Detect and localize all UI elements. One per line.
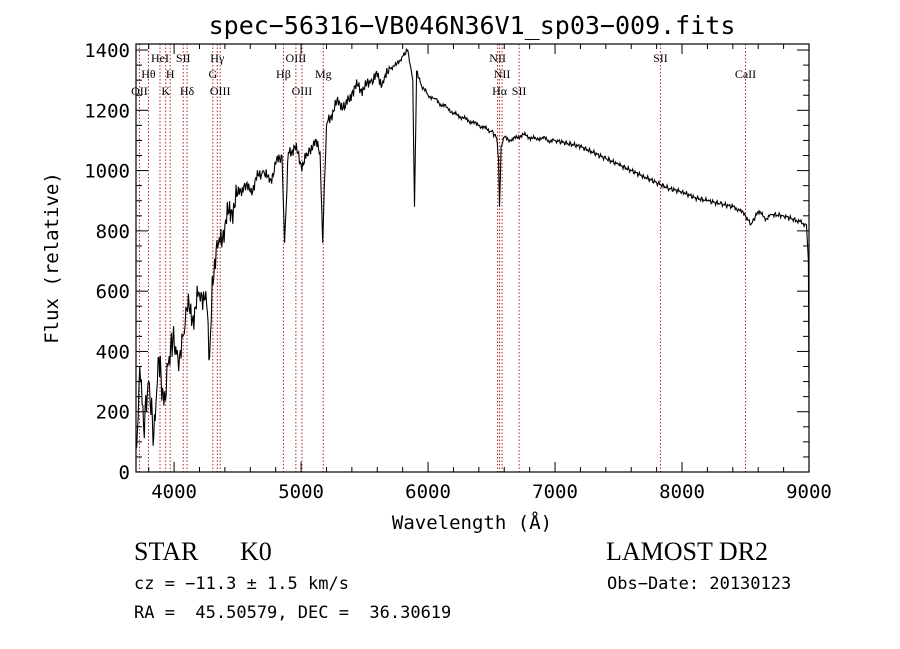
- y-tick-label: 1000: [84, 161, 130, 183]
- x-tick-label: 6000: [405, 481, 451, 503]
- spectral-line-label: K: [161, 84, 170, 98]
- spectral-line-label: Hγ: [210, 51, 225, 65]
- spectral-line-label: Hα: [492, 84, 508, 98]
- spectral-line-label: Hβ: [276, 67, 291, 81]
- x-tick-label: 5000: [278, 481, 324, 503]
- spectrum-series: [136, 47, 810, 448]
- object-subclass: K0: [240, 537, 272, 566]
- x-tick-label: 8000: [659, 481, 705, 503]
- chart-title: spec−56316−VB046N36V1_sp03−009.fits: [209, 11, 736, 40]
- spectral-line-label: G: [208, 67, 217, 81]
- spectrum-line: [136, 47, 810, 448]
- observation-date: Obs−Date: 20130123: [607, 574, 792, 594]
- axes: 4000 5000 6000 7000 8000 9000 0 200 400 600 800 100…: [84, 40, 832, 503]
- spectral-line-label: OIII: [210, 84, 231, 98]
- y-tick-label: 200: [96, 402, 130, 424]
- spectral-line-label: Hθ: [141, 67, 156, 81]
- y-tick-label: 1200: [84, 100, 130, 122]
- spectral-line-label: NII: [489, 51, 506, 65]
- spectral-line-label: OII: [131, 84, 148, 98]
- spectral-line-label: OIII: [292, 84, 313, 98]
- spectral-line-label: SII: [653, 51, 668, 65]
- x-tick-label: 9000: [786, 481, 832, 503]
- spectral-line-label: CaII: [735, 67, 756, 81]
- spectral-line-label: Mg: [315, 67, 332, 81]
- redshift-readout: cz = −11.3 ± 1.5 km/s: [134, 574, 349, 594]
- spectral-line-label: NII: [494, 67, 511, 81]
- object-class: STAR: [134, 537, 199, 566]
- y-tick-label: 400: [96, 341, 130, 363]
- y-tick-label: 800: [96, 221, 130, 243]
- coordinates-readout: RA = 45.50579, DEC = 36.30619: [134, 603, 452, 623]
- spectral-line-label: OIII: [286, 51, 307, 65]
- spectral-line-label: H: [166, 67, 175, 81]
- x-axis-label: Wavelength (Å): [392, 511, 552, 534]
- survey-name: LAMOST DR2: [606, 537, 769, 566]
- plot-frame: [135, 43, 810, 473]
- x-tick-label: 7000: [532, 481, 578, 503]
- spectral-line-label: Hδ: [180, 84, 195, 98]
- y-tick-label: 0: [119, 462, 130, 484]
- x-tick-label: 4000: [151, 481, 197, 503]
- spectral-line-label: SII: [512, 84, 527, 98]
- y-tick-label: 1400: [84, 40, 130, 62]
- spectral-line-label: SII: [176, 51, 191, 65]
- spectral-line-labels: OIIHθHeIKHSIIHδHγGOIIIHβOIIIOIIIMgNIINII…: [131, 51, 756, 98]
- spectral-line-label: HeI: [151, 51, 169, 65]
- spectral-line-markers: [138, 44, 747, 472]
- y-axis-label: Flux (relative): [41, 172, 63, 344]
- y-tick-label: 600: [96, 281, 130, 303]
